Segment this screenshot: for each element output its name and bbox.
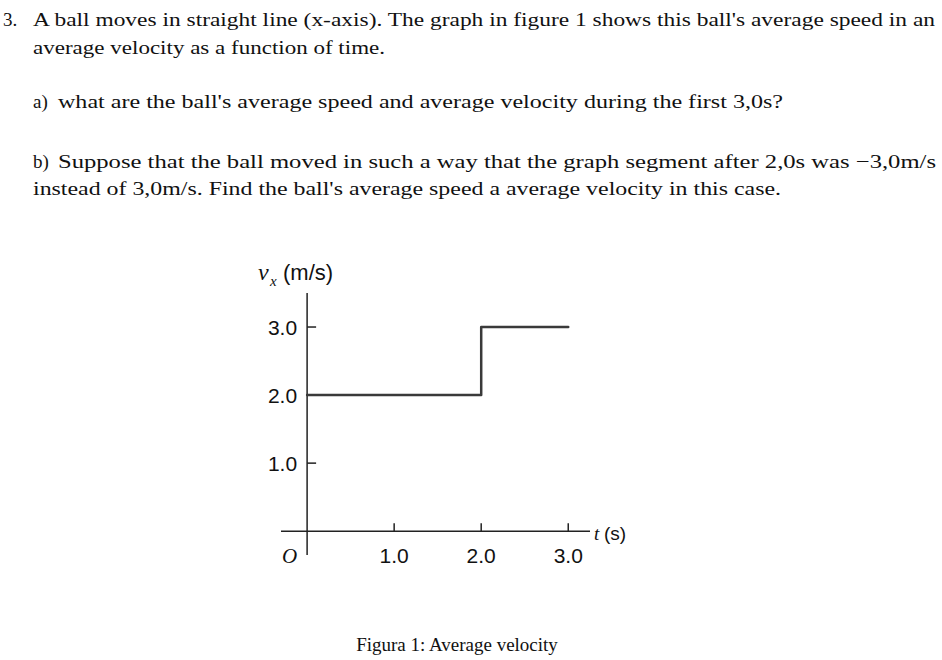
- x-tick-label: 3.0: [554, 544, 583, 567]
- x-label-unit: (s): [604, 523, 626, 544]
- chart: 1.0 2.0 3.0 1.0 2.0 3.0 Ovx (m/s) t(s): [258, 259, 626, 568]
- y-label-subscript: x: [269, 273, 277, 289]
- x-tick-label: 2.0: [467, 544, 496, 567]
- figure-caption: Figura 1: Average velocity: [356, 634, 558, 655]
- y-tick: [307, 326, 316, 328]
- y-axis-label: vx (m/s): [258, 259, 333, 289]
- x-tick: [480, 523, 482, 531]
- x-tick: [393, 523, 395, 531]
- y-axis: [306, 293, 308, 555]
- statement-line: average velocity as a function of time.: [33, 37, 385, 58]
- part-line: Suppose that the ball moved in such a wa…: [58, 151, 936, 172]
- y-label-symbol: v: [258, 259, 269, 285]
- part-label: b): [33, 151, 49, 173]
- part-label: a): [33, 91, 48, 113]
- x-axis: [281, 530, 590, 532]
- part-line: what are the ball's average speed and av…: [58, 91, 783, 112]
- statement-line: A ball moves in straight line (x-axis). …: [33, 9, 936, 31]
- origin-label: O: [282, 544, 297, 568]
- plot-data: [307, 327, 568, 395]
- y-tick-label: 3.0: [268, 316, 297, 339]
- part-line: instead of 3,0m/s. Find the ball's avera…: [33, 178, 781, 199]
- x-tick-label: 1.0: [380, 544, 409, 567]
- x-axis-label: t(s): [594, 523, 626, 544]
- y-tick: [307, 462, 316, 464]
- x-label-symbol: t: [594, 523, 600, 544]
- y-tick-label: 1.0: [268, 452, 297, 475]
- x-tick: [567, 523, 569, 531]
- y-label-unit: (m/s): [283, 260, 333, 285]
- problem-number: 3.: [3, 9, 17, 30]
- page: 3. A ball moves in straight line (x-axis)…: [0, 0, 942, 660]
- y-tick-label: 2.0: [268, 384, 297, 407]
- velocity-line: [307, 327, 568, 395]
